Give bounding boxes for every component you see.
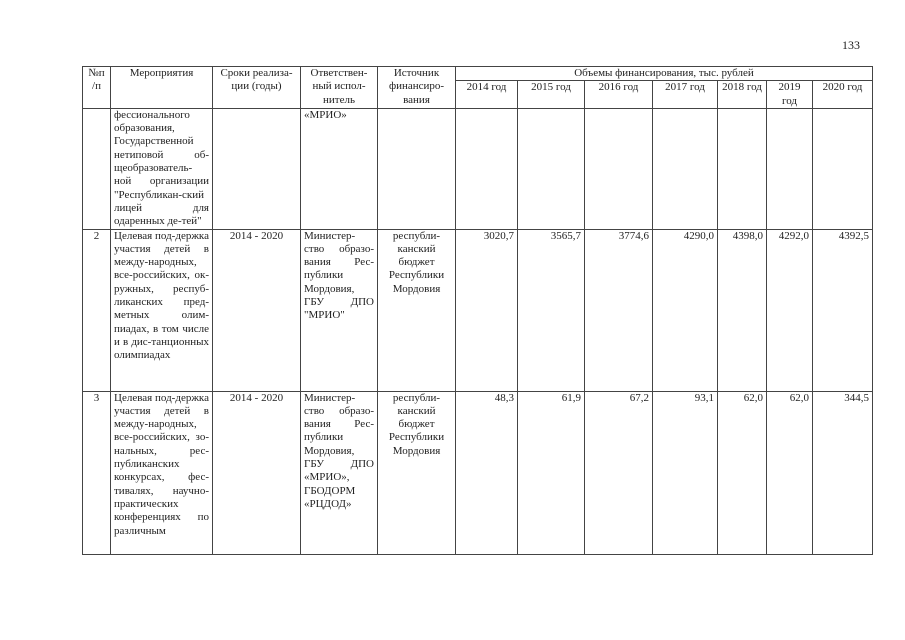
table-row: 3 Целевая под-держка участия детей в меж…: [82, 390, 873, 555]
row-value: 62,0: [766, 390, 813, 555]
funding-table: №п /п Мероприятия Сроки реализа-ции (год…: [82, 65, 873, 555]
header-year: 2018 год: [717, 80, 767, 109]
row-value: [766, 107, 813, 230]
row-period: 2014 - 2020: [212, 390, 301, 555]
row-source: [377, 107, 456, 230]
row-value: [517, 107, 585, 230]
row-value: 48,3: [455, 390, 518, 555]
row-value: 93,1: [652, 390, 718, 555]
row-value: 4398,0: [717, 228, 767, 392]
row-value: 3565,7: [517, 228, 585, 392]
row-activity: Целевая под-держка участия детей в между…: [110, 228, 213, 392]
row-activity: Целевая под-держка участия детей в между…: [110, 390, 213, 555]
row-activity: фессионального образования, Государствен…: [110, 107, 213, 230]
row-value: 61,9: [517, 390, 585, 555]
row-value: [584, 107, 653, 230]
row-source: республи-канский бюджет Республики Мордо…: [377, 390, 456, 555]
row-num: 2: [82, 228, 111, 392]
row-num: [82, 107, 111, 230]
row-value: 4290,0: [652, 228, 718, 392]
row-value: [812, 107, 873, 230]
header-year: 2016 год: [584, 80, 653, 109]
row-period: [212, 107, 301, 230]
header-funding: Объемы финансирования, тыс. рублей: [455, 65, 873, 82]
row-value: [652, 107, 718, 230]
table-row: фессионального образования, Государствен…: [82, 107, 873, 230]
row-value: 3020,7: [455, 228, 518, 392]
header-year: 2017 год: [652, 80, 718, 109]
page-number: 133: [842, 38, 860, 52]
header-year: 2020 год: [812, 80, 873, 109]
header-num: №п /п: [82, 66, 111, 109]
header-year: 2015 год: [517, 80, 585, 109]
row-executor: «МРИО»: [300, 107, 378, 230]
row-value: 344,5: [812, 390, 873, 555]
row-value: [455, 107, 518, 230]
row-source: республи-канский бюджет Республики Мордо…: [377, 228, 456, 392]
table-row: 2 Целевая под-держка участия детей в меж…: [82, 228, 873, 392]
header-source: Источник финансиро-вания: [377, 66, 456, 109]
row-value: [717, 107, 767, 230]
row-value: 67,2: [584, 390, 653, 555]
header-years-row: 2014 год 2015 год 2016 год 2017 год 2018…: [83, 80, 873, 109]
header-period: Сроки реализа-ции (годы): [212, 66, 301, 109]
row-period: 2014 - 2020: [212, 228, 301, 392]
row-value: 4392,5: [812, 228, 873, 392]
row-value: 62,0: [717, 390, 767, 555]
header-year: 2019 год: [766, 80, 813, 109]
row-executor: Министер-ство образо-вания Рес-публики М…: [300, 228, 378, 392]
header-row: №п /п Мероприятия Сроки реализа-ции (год…: [82, 65, 873, 109]
header-activity: Мероприятия: [110, 66, 213, 109]
row-executor: Министер-ство образо-вания Рес-публики М…: [300, 390, 378, 555]
row-value: 4292,0: [766, 228, 813, 392]
row-num: 3: [82, 390, 111, 555]
row-value: 3774,6: [584, 228, 653, 392]
header-executor: Ответствен-ный испол-нитель: [300, 66, 378, 109]
header-year: 2014 год: [455, 80, 518, 109]
